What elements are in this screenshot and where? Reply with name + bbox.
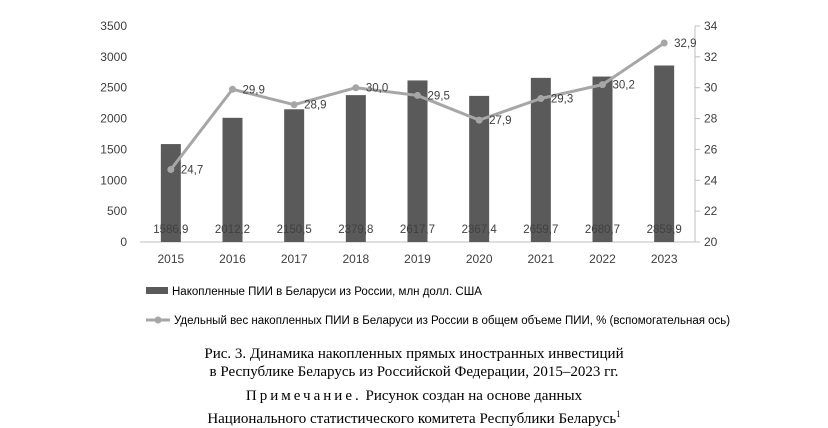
left-tick-label: 500 [107,204,127,218]
line-data-label: 30,0 [366,83,388,95]
bar-data-label: 2012,2 [215,224,250,236]
line-data-label: 28,9 [304,100,326,112]
line-point [537,95,545,103]
line-data-label: 32,9 [674,38,696,50]
line-data-label: 29,9 [243,84,265,96]
right-tick-label: 20 [704,235,718,249]
note-label: Примечание. [245,388,362,404]
line-point [229,85,236,93]
bar [222,117,243,242]
line-point [167,165,175,173]
left-tick-label: 3000 [100,50,127,64]
bar-data-label: 2617,7 [400,224,435,236]
bar-data-label: 2859,9 [647,224,682,236]
bar [592,76,613,242]
bar [160,144,181,242]
x-tick-label: 2016 [219,252,246,266]
note-text: Рисунок создан на основе данных [365,388,583,404]
x-tick-label: 2019 [404,252,431,266]
x-tick-label: 2020 [466,252,493,266]
left-tick-label: 3500 [100,19,127,33]
x-tick-label: 2023 [651,252,678,266]
line-point [352,84,360,92]
line-point [290,101,298,109]
bar-series: 1586,9 2012,2 2150,5 2379,8 2617,7 2367,4 2659… [153,65,682,242]
left-tick-label: 0 [120,235,127,249]
left-tick-label: 1000 [100,173,127,187]
legend-bar-swatch [146,287,168,294]
x-tick-label: 2018 [342,252,369,266]
bar [469,95,490,242]
right-tick-label: 28 [704,112,718,126]
x-axis: 2015 2016 2017 2018 2019 2020 2021 2022 2023 [157,252,677,266]
line-point [475,116,483,124]
right-tick-label: 32 [704,50,718,64]
right-tick-label: 22 [704,204,718,218]
bar-data-label: 2659,7 [523,224,558,236]
bar [407,80,428,242]
figure-caption-line1: Рис. 3. Динамика накопленных прямых инос… [204,346,624,362]
footnote-mark: 1 [616,409,621,419]
right-tick-label: 26 [704,142,718,156]
bar [530,77,551,242]
bar-data-label: 2680,7 [585,224,620,236]
legend-line-marker [154,316,162,324]
line-point [414,91,421,99]
line-data-label: 27,9 [489,115,511,127]
line-data-label: 29,3 [551,94,573,106]
legend: Накопленные ПИИ в Беларуси из России, мл… [146,286,730,327]
right-tick-label: 30 [704,81,718,95]
bar-data-label: 1586,9 [153,224,188,236]
line-series: 24,7 29,9 28,9 30,0 29,5 27,9 29,3 30,2 32,9 [167,38,697,176]
line-point [599,81,606,89]
bar [284,109,305,242]
legend-bar-label: Накопленные ПИИ в Беларуси из России, мл… [172,286,482,298]
right-axis: 20 22 24 26 28 30 32 34 [694,19,718,249]
bar [345,95,366,242]
x-tick-label: 2015 [157,252,184,266]
legend-line-label: Удельный вес накопленных ПИИ в Беларуси … [174,315,730,327]
bar [654,65,675,242]
bar-data-label: 2367,4 [462,224,498,236]
line-data-label: 30,2 [613,80,635,92]
x-tick-label: 2021 [527,252,554,266]
x-tick-label: 2022 [589,252,616,266]
line-point [660,39,668,47]
bar-data-label: 2379,8 [338,224,373,236]
right-tick-label: 24 [704,173,718,187]
left-tick-label: 1500 [100,142,127,156]
line-data-label: 24,7 [181,164,203,176]
x-tick-label: 2017 [281,252,308,266]
figure-note: Примечание. Рисунок создан на основе дан… [0,387,828,405]
left-tick-label: 2000 [100,112,127,126]
right-tick-label: 34 [704,19,718,33]
left-axis: 0 500 1000 1500 2000 2500 3000 3500 [100,19,127,249]
bar-data-label: 2150,5 [277,224,312,236]
figure-caption-line2: в Республике Беларусь из Российской Феде… [209,364,619,380]
note-source: Национального статистического комитета Р… [207,411,617,427]
left-tick-label: 2500 [100,81,127,95]
line-data-label: 29,5 [428,90,450,102]
figure-note-line2: Национального статистического комитета Р… [0,405,828,428]
